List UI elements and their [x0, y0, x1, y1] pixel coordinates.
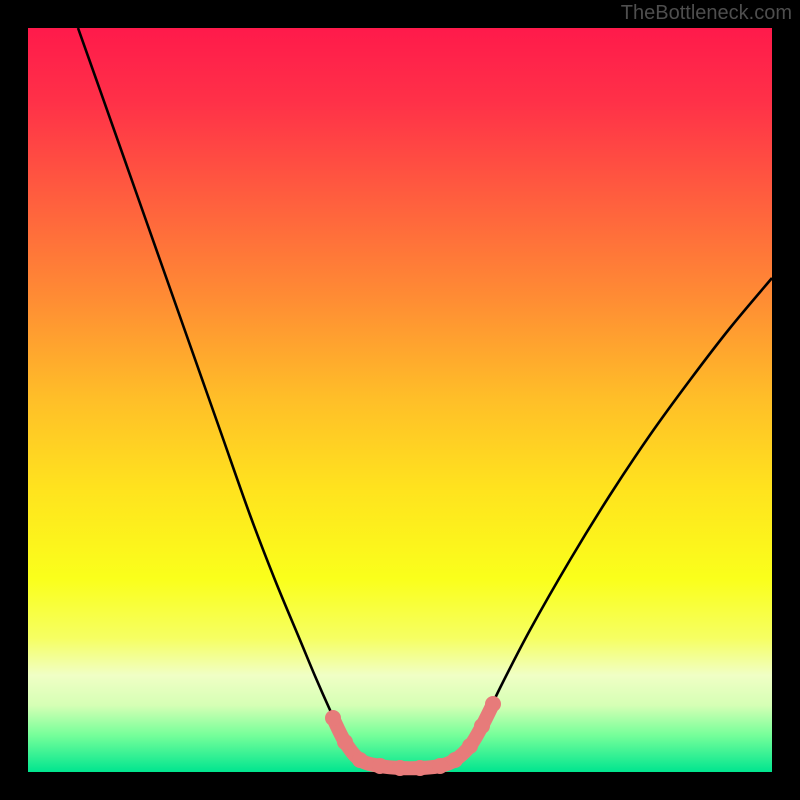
- optimal-marker: [474, 718, 490, 734]
- optimal-marker: [372, 758, 388, 774]
- optimal-marker: [447, 752, 463, 768]
- optimal-marker: [392, 760, 408, 776]
- optimal-marker: [432, 758, 448, 774]
- chart-frame: TheBottleneck.com: [0, 0, 800, 800]
- optimal-marker: [412, 760, 428, 776]
- optimal-marker: [325, 710, 341, 726]
- watermark-text: TheBottleneck.com: [621, 2, 792, 25]
- optimal-marker: [337, 734, 353, 750]
- plot-background: [28, 28, 772, 772]
- optimal-marker: [462, 738, 478, 754]
- optimal-marker: [485, 696, 501, 712]
- optimal-marker: [352, 752, 368, 768]
- bottleneck-curve-chart: [0, 0, 800, 800]
